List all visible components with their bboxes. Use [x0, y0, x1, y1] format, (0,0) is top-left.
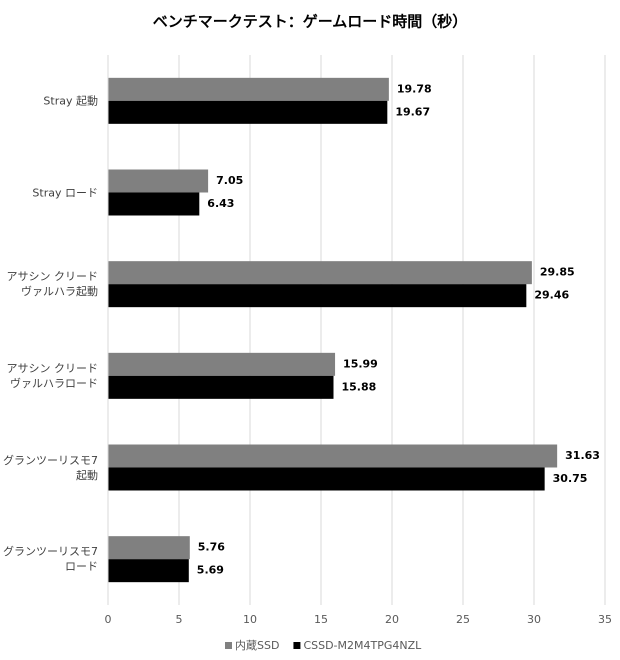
value-label: 19.67: [395, 105, 430, 118]
value-label: 15.99: [343, 357, 378, 370]
bar: [108, 284, 527, 308]
legend-swatch: [293, 642, 301, 649]
x-tick-label: 20: [385, 613, 399, 626]
x-tick-label: 10: [243, 613, 257, 626]
value-label: 6.43: [207, 197, 234, 210]
x-tick-label: 35: [598, 613, 612, 626]
bar: [108, 559, 189, 583]
bar: [108, 77, 389, 101]
x-tick-label: 30: [527, 613, 541, 626]
value-label: 30.75: [553, 472, 588, 485]
value-label: 5.76: [198, 541, 225, 554]
x-tick-label: 25: [456, 613, 470, 626]
value-label: 15.88: [341, 380, 376, 393]
value-label: 7.05: [216, 174, 243, 187]
x-tick-label: 15: [314, 613, 328, 626]
value-label: 5.69: [197, 564, 224, 577]
y-tick-label: アサシン クリード ヴァルハラロード: [6, 361, 99, 390]
bar: [108, 536, 190, 560]
y-tick-label: Stray ロード: [32, 186, 98, 199]
value-label: 29.85: [540, 266, 575, 279]
value-label: 19.78: [397, 82, 432, 95]
bar: [108, 169, 209, 193]
bar: [108, 352, 336, 376]
y-tick-label: グランツーリスモ7 ロード: [3, 545, 98, 574]
bar: [108, 375, 334, 399]
x-tick-label: 5: [176, 613, 183, 626]
legend-label: CSSD-M2M4TPG4NZL: [303, 639, 422, 652]
bar: [108, 192, 200, 216]
y-tick-label: アサシン クリード ヴァルハラ起動: [6, 270, 99, 299]
value-label: 29.46: [534, 289, 569, 302]
bar: [108, 467, 545, 491]
legend-swatch: [225, 642, 232, 649]
legend-label: 内蔵SSD: [235, 638, 279, 652]
bar: [108, 444, 558, 468]
y-tick-label: グランツーリスモ7 起動: [3, 453, 98, 482]
y-tick-label: Stray 起動: [43, 94, 98, 108]
bar: [108, 100, 388, 124]
bar: [108, 261, 532, 285]
x-tick-label: 0: [105, 613, 112, 626]
chart-title: ベンチマークテスト：ゲームロード時間（秒）: [153, 13, 468, 31]
value-label: 31.63: [565, 449, 600, 462]
